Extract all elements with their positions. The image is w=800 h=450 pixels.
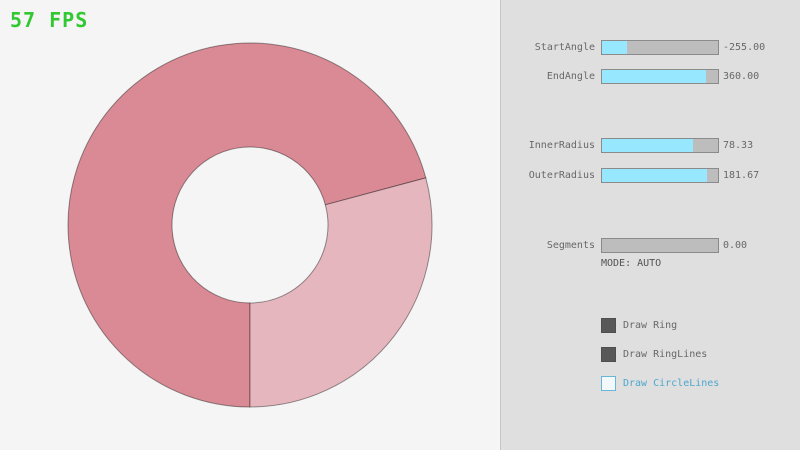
checkbox-label-draw-circlelines[interactable]: Draw CircleLines [623,378,720,389]
slider-label-startangle: StartAngle [534,42,595,53]
slider-row-startangle: StartAngle -255.00 [501,40,800,55]
slider-innerradius[interactable] [601,138,719,153]
slider-endangle[interactable] [601,69,719,84]
ring-svg [67,42,433,408]
checkbox-label-draw-ring[interactable]: Draw Ring [623,320,678,331]
slider-label-outerradius: OuterRadius [528,170,595,181]
slider-fill [602,139,693,152]
slider-row-endangle: EndAngle 360.00 [501,69,800,84]
slider-outerradius[interactable] [601,168,719,183]
slider-label-segments: Segments [546,240,595,251]
slider-value-segments: 0.00 [723,240,748,251]
slider-value-endangle: 360.00 [723,71,760,82]
checkbox-draw-circlelines[interactable] [601,376,616,391]
slider-row-outerradius: OuterRadius 181.67 [501,168,800,183]
slider-fill [602,169,708,182]
slider-label-innerradius: InnerRadius [528,140,595,151]
segments-mode-label: MODE: AUTO [601,258,662,269]
slider-value-outerradius: 181.67 [723,170,760,181]
slider-row-innerradius: InnerRadius 78.33 [501,138,800,153]
slider-fill [602,41,628,54]
fps-counter: 57 FPS [10,8,89,32]
slider-row-segments: Segments 0.00 [501,238,800,253]
slider-label-endangle: EndAngle [546,71,595,82]
checkbox-draw-ring[interactable] [601,318,616,333]
checkbox-draw-ringlines[interactable] [601,347,616,362]
ring-canvas: 57 FPS [10,8,433,408]
slider-value-startangle: -255.00 [723,42,766,53]
controls-panel: StartAngle -255.00 EndAngle 360.00 Inner… [500,0,800,450]
slider-fill [602,70,707,83]
slider-value-innerradius: 78.33 [723,140,754,151]
slider-startangle[interactable] [601,40,719,55]
checkbox-label-draw-ringlines[interactable]: Draw RingLines [623,349,708,360]
slider-segments[interactable] [601,238,719,253]
